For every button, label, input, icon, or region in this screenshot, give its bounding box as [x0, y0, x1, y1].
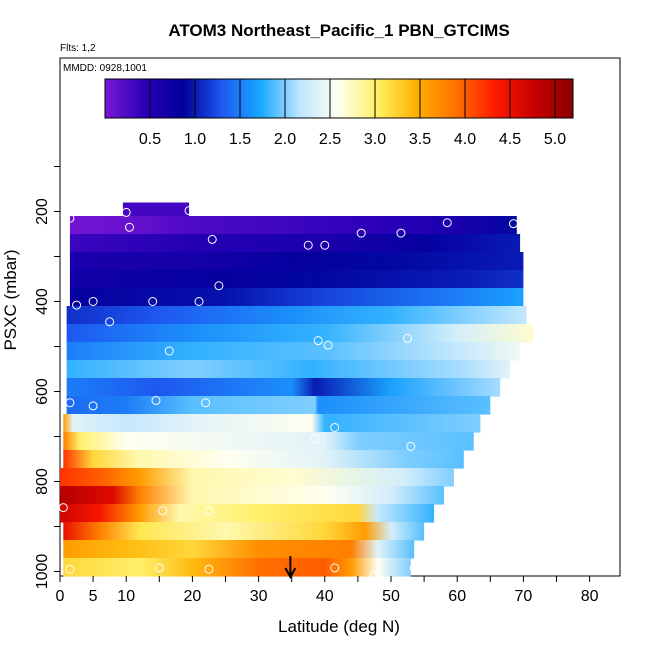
- sample-point: [158, 506, 168, 516]
- sample-point: [207, 234, 217, 244]
- sample-point: [201, 398, 211, 408]
- y-tick-label: 800: [34, 468, 51, 495]
- sample-points: [58, 206, 518, 580]
- sample-point: [148, 297, 158, 306]
- heatmap-band: [63, 414, 481, 433]
- x-axis-label: Latitude (deg N): [278, 617, 400, 636]
- colorbar-tick-label: 1.5: [229, 131, 251, 148]
- sample-point: [310, 434, 320, 444]
- sample-point: [154, 563, 164, 573]
- heatmap-band: [63, 450, 464, 469]
- latitude-marker: [284, 556, 297, 580]
- sample-point: [323, 340, 333, 350]
- x-axis: 0 5 10 20 30 40 50 60 70 80: [56, 576, 599, 605]
- sample-point: [303, 240, 313, 250]
- sample-point: [204, 506, 214, 516]
- colorbar-tick-label: 0.5: [139, 131, 161, 148]
- sample-point: [204, 564, 214, 574]
- sample-point: [88, 401, 98, 411]
- heatmap-band: [63, 558, 411, 577]
- sample-point: [121, 207, 131, 217]
- colorbar-gradient: [104, 78, 574, 119]
- heatmap-band: [63, 432, 474, 451]
- x-tick-label: 40: [316, 588, 334, 605]
- sample-point: [105, 317, 115, 327]
- colorbar-tick-label: 2.5: [319, 131, 341, 148]
- x-tick-label: 5: [89, 588, 98, 605]
- colorbar-tick-label: 4.0: [454, 131, 476, 148]
- heatmap-band: [66, 324, 534, 343]
- sample-point: [65, 213, 75, 223]
- colorbar-tick-label: 2.0: [274, 131, 296, 148]
- colorbar-tick-label: 3.5: [409, 131, 431, 148]
- x-tick-label: 0: [56, 588, 65, 605]
- sample-point: [320, 240, 330, 250]
- sample-point: [442, 218, 452, 228]
- sample-point: [313, 336, 323, 346]
- heatmap-band: [69, 252, 524, 271]
- heatmap-band: [66, 342, 521, 361]
- heatmap-band: [69, 288, 524, 307]
- y-tick-label: 600: [34, 378, 51, 405]
- heatmap-band: [66, 378, 501, 397]
- sample-point: [194, 297, 204, 306]
- heatmap-band: [63, 540, 415, 559]
- y-tick-label: 1000: [34, 554, 51, 590]
- sample-point: [508, 219, 518, 229]
- sample-point: [88, 297, 98, 306]
- x-tick-label: 10: [117, 588, 135, 605]
- sample-point: [403, 333, 413, 343]
- y-tick-label: 200: [34, 198, 51, 225]
- sample-point: [184, 206, 194, 216]
- sample-point: [164, 346, 174, 356]
- heatmap-band: [60, 486, 444, 505]
- sample-point: [406, 441, 416, 451]
- heatmap-band: [63, 522, 425, 541]
- heatmap-band: [69, 216, 517, 235]
- y-tick-label: 400: [34, 288, 51, 315]
- x-tick-label: 50: [382, 588, 400, 605]
- chart-title: ATOM3 Northeast_Pacific_1 PBN_GTCIMS: [168, 21, 509, 40]
- heatmap-cells: [60, 202, 534, 577]
- sample-point: [396, 228, 406, 238]
- x-tick-label: 20: [184, 588, 202, 605]
- colorbar-tick-label: 4.5: [499, 131, 521, 148]
- colorbar-tick-label: 3.0: [364, 131, 386, 148]
- sample-point: [356, 228, 366, 238]
- sample-point: [330, 423, 340, 432]
- sample-point: [65, 398, 75, 408]
- sample-point: [72, 300, 82, 310]
- sample-point: [369, 570, 379, 580]
- marker-arrow-head: [284, 567, 297, 580]
- sample-point: [214, 281, 224, 291]
- x-tick-label: 80: [581, 588, 599, 605]
- sample-point: [58, 503, 68, 513]
- heatmap-band: [66, 360, 511, 379]
- sample-point: [151, 396, 161, 405]
- heatmap-band: [69, 270, 524, 289]
- y-axis: 200 400 600 800 1000: [34, 166, 60, 590]
- sample-point: [330, 563, 340, 573]
- flights-label: Flts: 1,2: [60, 43, 96, 54]
- x-tick-label: 60: [448, 588, 466, 605]
- sample-point: [409, 563, 419, 573]
- dates-label: MMDD: 0928,1001: [63, 63, 147, 74]
- heatmap-band: [69, 234, 521, 253]
- heatmap-band: [66, 306, 527, 325]
- colorbar: 0.5 1.0 1.5 2.0 2.5 3.0 3.5 4.0 4.5 5.0: [104, 78, 574, 148]
- sample-point: [125, 222, 135, 232]
- y-axis-label: PSXC (mbar): [1, 249, 20, 350]
- heatmap-band: [66, 396, 491, 415]
- colorbar-tick-label: 5.0: [544, 131, 566, 148]
- x-tick-label: 70: [515, 588, 533, 605]
- colorbar-tick-label: 1.0: [184, 131, 206, 148]
- heatmap-band: [60, 468, 454, 487]
- x-tick-label: 30: [250, 588, 268, 605]
- sample-point: [65, 564, 75, 574]
- heatmap-band: [60, 504, 435, 523]
